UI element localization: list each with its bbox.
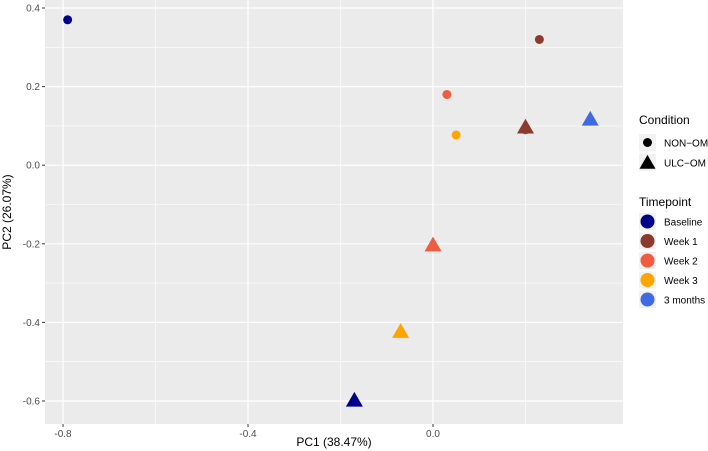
legend-condition-label: ULC−OM	[664, 159, 706, 170]
plot-panel	[45, 0, 623, 424]
legend-key-dot	[640, 214, 655, 229]
minor-gridlines	[45, 0, 623, 424]
legend-timepoint-label: Week 2	[664, 257, 698, 268]
y-tick-label: -0.6	[23, 397, 41, 408]
y-tick-label: 0.4	[26, 4, 40, 15]
y-tick-label: -0.2	[23, 239, 41, 250]
x-axis-title: PC1 (38.47%)	[296, 435, 371, 449]
legend-key-dot	[640, 292, 655, 307]
x-tick-label: 0.0	[426, 429, 440, 440]
point-triangle	[424, 236, 442, 252]
point-circle	[534, 34, 544, 44]
legend-timepoint-label: Baseline	[664, 218, 703, 229]
major-gridlines	[45, 0, 623, 424]
point-triangle	[392, 323, 410, 338]
y-tick-label: -0.4	[23, 318, 41, 329]
legend-key-circle	[643, 138, 652, 147]
legend-timepoint-title: Timepoint	[639, 195, 692, 209]
legend-timepoint: Timepoint Baseline Week 1 Week 2 Week 3 3 mo…	[639, 195, 705, 308]
data-points	[63, 15, 599, 407]
legend-timepoint-label: Week 3	[664, 276, 698, 287]
legend-condition-label: NON−OM	[664, 139, 708, 150]
point-circle	[442, 89, 452, 99]
legend-key-dot	[640, 273, 655, 287]
point-triangle	[581, 110, 599, 126]
point-triangle	[517, 118, 534, 134]
legend-timepoint-label: 3 months	[664, 296, 705, 307]
y-axis-title: PC2 (26.07%)	[0, 174, 14, 249]
y-tick-label: 0.0	[26, 161, 40, 172]
legend-key-dot	[640, 253, 655, 268]
legend-condition-title: Condition	[639, 113, 690, 127]
y-axis-ticks: 0.4 0.2 0.0 -0.2 -0.4 -0.6	[23, 4, 45, 408]
y-tick-label: 0.2	[26, 82, 40, 93]
legend-key-triangle	[639, 154, 656, 169]
x-tick-label: -0.4	[239, 429, 257, 440]
point-circle	[63, 15, 73, 25]
x-tick-label: -0.8	[54, 429, 72, 440]
point-circle	[451, 130, 461, 140]
legend-key-dot	[640, 234, 655, 248]
x-axis-ticks: -0.8 -0.4 0.0	[54, 424, 440, 440]
legend-timepoint-label: Week 1	[664, 237, 698, 248]
point-triangle	[345, 391, 363, 407]
legend-condition: Condition NON−OM ULC−OM	[639, 113, 708, 171]
